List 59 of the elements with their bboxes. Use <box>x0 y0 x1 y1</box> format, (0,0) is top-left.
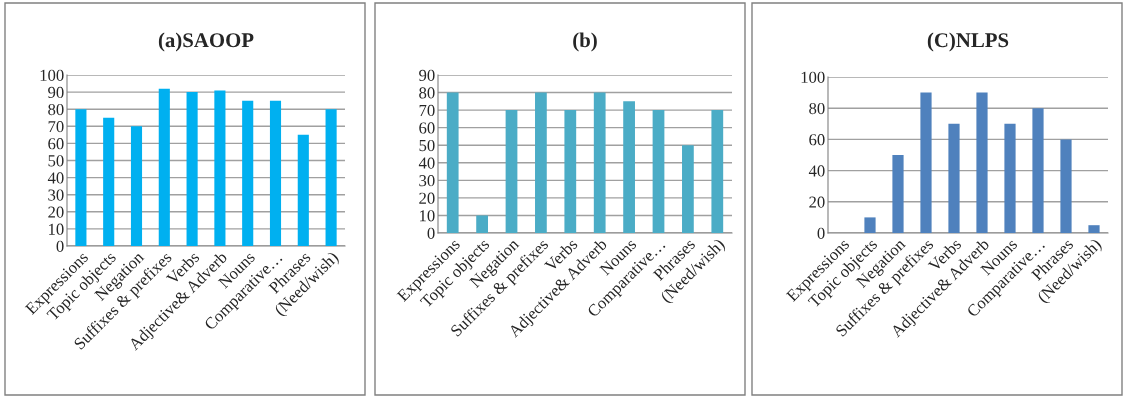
bar <box>297 134 309 246</box>
y-tick-label: 90 <box>419 69 435 81</box>
y-tick-label: 0 <box>56 240 64 252</box>
bar <box>652 110 665 233</box>
bar <box>476 215 488 233</box>
bar <box>505 110 518 233</box>
y-tick-label: 30 <box>419 175 435 187</box>
y-tick-label: 80 <box>48 103 64 116</box>
y-tick-label: 100 <box>40 69 64 81</box>
chart-title: (C)NLPS <box>927 32 1009 52</box>
bar <box>892 155 904 233</box>
bar <box>976 92 988 233</box>
y-tick-label: 20 <box>419 192 435 204</box>
y-tick-label: 0 <box>427 227 435 239</box>
bar <box>269 100 282 246</box>
y-tick-label: 80 <box>419 87 435 99</box>
y-tick-label: 40 <box>808 165 825 177</box>
bar <box>214 90 226 246</box>
bar <box>1060 139 1072 233</box>
bar <box>1088 225 1100 233</box>
y-tick-label: 60 <box>48 138 64 150</box>
y-tick-label: 40 <box>418 157 435 169</box>
bar <box>920 92 932 233</box>
y-tick-label: 100 <box>801 71 825 83</box>
bar <box>1032 108 1044 233</box>
bar <box>325 109 337 246</box>
bar <box>535 92 547 233</box>
bar <box>864 217 876 233</box>
chart-title: (a)SAOOP <box>158 32 254 52</box>
y-tick-label: 50 <box>48 155 64 167</box>
bar <box>75 109 87 246</box>
y-tick-label: 90 <box>48 86 64 99</box>
y-tick-label: 20 <box>809 196 825 208</box>
bar <box>623 101 635 233</box>
bar <box>948 123 960 233</box>
bar <box>446 92 459 233</box>
y-tick-label: 50 <box>419 139 435 152</box>
y-tick-label: 40 <box>47 172 64 184</box>
bar <box>593 92 606 233</box>
y-tick-label: 70 <box>48 121 64 133</box>
bar <box>186 92 198 246</box>
y-tick-label: 30 <box>48 189 64 201</box>
y-tick-label: 60 <box>809 134 825 146</box>
bar <box>1004 123 1016 233</box>
y-tick-label: 70 <box>419 104 435 117</box>
bar <box>130 126 143 246</box>
y-tick-label: 20 <box>48 206 64 218</box>
bar <box>158 88 170 246</box>
y-tick-label: 0 <box>817 227 825 239</box>
bar <box>242 100 254 246</box>
bar <box>682 145 694 233</box>
bar <box>103 117 115 246</box>
bar <box>711 110 724 233</box>
y-tick-label: 80 <box>809 102 825 115</box>
bar <box>564 110 577 233</box>
y-tick-label: 10 <box>420 210 435 222</box>
y-tick-label: 10 <box>49 223 64 235</box>
y-tick-label: 60 <box>419 122 435 134</box>
chart-title: (b) <box>573 32 597 52</box>
